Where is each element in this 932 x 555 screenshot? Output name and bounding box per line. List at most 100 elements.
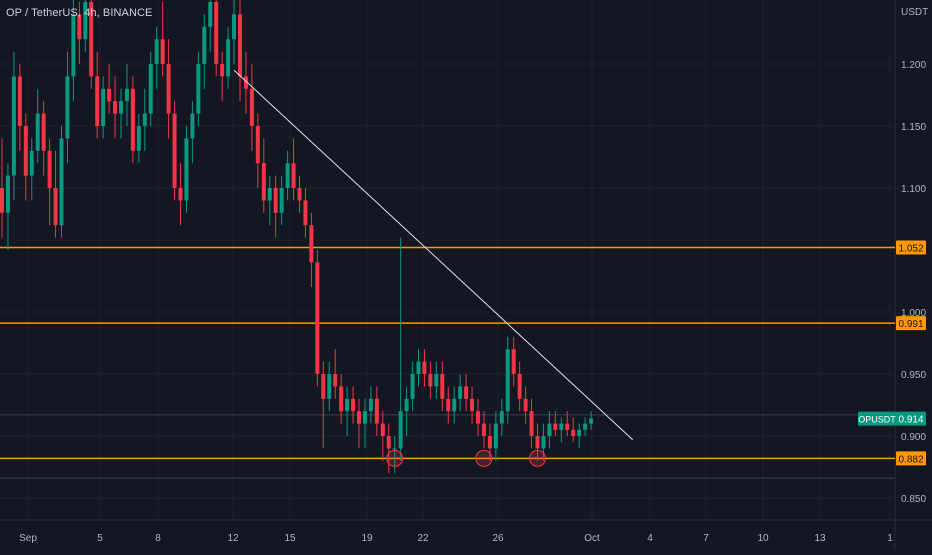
candle-body[interactable] <box>261 163 266 201</box>
candle-body[interactable] <box>410 374 415 399</box>
candle-body[interactable] <box>434 374 439 387</box>
candle-body[interactable] <box>154 39 159 64</box>
low-marker-circle[interactable] <box>529 449 546 467</box>
candle-body[interactable] <box>446 398 451 412</box>
candle-body[interactable] <box>214 2 219 64</box>
candle-body[interactable] <box>458 386 463 399</box>
candle-body[interactable] <box>309 225 314 263</box>
candle-body[interactable] <box>53 188 58 226</box>
candle-body[interactable] <box>178 188 183 201</box>
candle-body[interactable] <box>59 138 64 226</box>
candle-body[interactable] <box>481 423 486 436</box>
candle-body[interactable] <box>148 64 153 114</box>
candle-body[interactable] <box>303 200 308 226</box>
low-marker-circle[interactable] <box>475 449 493 467</box>
candle-body[interactable] <box>386 436 391 449</box>
low-marker-circle[interactable] <box>386 449 404 467</box>
candle-body[interactable] <box>273 188 278 213</box>
candle-body[interactable] <box>238 14 242 77</box>
candle-body[interactable] <box>23 126 28 176</box>
candle-body[interactable] <box>374 398 379 424</box>
candle-body[interactable] <box>0 188 4 213</box>
candle-body[interactable] <box>136 126 141 151</box>
trend-line[interactable] <box>233 69 634 441</box>
candle-body[interactable] <box>404 398 409 412</box>
candle-body[interactable] <box>196 64 201 114</box>
candle-body[interactable] <box>279 188 284 213</box>
candle-body[interactable] <box>172 113 177 188</box>
candle-body[interactable] <box>83 2 88 40</box>
candle-body[interactable] <box>291 163 296 188</box>
candle-body[interactable] <box>577 429 582 436</box>
candle-body[interactable] <box>422 361 427 374</box>
candle-body[interactable] <box>517 374 522 399</box>
candle-body[interactable] <box>285 163 290 188</box>
candle-body[interactable] <box>95 76 100 126</box>
candle-body[interactable] <box>267 188 272 201</box>
candle-body[interactable] <box>71 14 76 77</box>
candle-body[interactable] <box>41 113 46 151</box>
candle-body[interactable] <box>249 88 254 126</box>
candle-body[interactable] <box>184 138 189 201</box>
candle-body[interactable] <box>493 423 498 449</box>
candle-body[interactable] <box>255 126 260 164</box>
candle-body[interactable] <box>464 386 469 399</box>
candle-body[interactable] <box>124 88 129 102</box>
candle-body[interactable] <box>107 88 112 102</box>
candle-body[interactable] <box>166 64 171 114</box>
candle-body[interactable] <box>243 76 248 89</box>
candle-body[interactable] <box>11 76 16 176</box>
candle-body[interactable] <box>113 101 118 114</box>
candle-body[interactable] <box>119 101 123 114</box>
candle-body[interactable] <box>315 262 320 374</box>
candle-body[interactable] <box>380 423 385 436</box>
candle-body[interactable] <box>77 14 82 40</box>
candle-body[interactable] <box>190 113 195 139</box>
candle-body[interactable] <box>523 398 528 412</box>
candle-body[interactable] <box>440 374 445 399</box>
candle-body[interactable] <box>142 113 147 126</box>
candle-body[interactable] <box>321 374 326 399</box>
candle-body[interactable] <box>583 423 588 430</box>
candle-body[interactable] <box>327 374 332 399</box>
candle-body[interactable] <box>101 88 106 126</box>
candle-body[interactable] <box>351 398 356 412</box>
candle-body[interactable] <box>297 188 302 201</box>
candle-body[interactable] <box>65 76 70 139</box>
candle-body[interactable] <box>470 398 475 412</box>
candle-body[interactable] <box>428 374 433 387</box>
candle-body[interactable] <box>362 411 367 424</box>
candle-body[interactable] <box>589 418 594 424</box>
candle-body[interactable] <box>547 423 552 436</box>
candle-body[interactable] <box>505 349 510 412</box>
candle-body[interactable] <box>202 26 207 64</box>
candle-body[interactable] <box>452 398 457 412</box>
candle-body[interactable] <box>553 423 558 430</box>
candle-body[interactable] <box>29 150 34 176</box>
candle-body[interactable] <box>499 411 504 424</box>
candle-body[interactable] <box>208 2 213 27</box>
candle-body[interactable] <box>333 374 338 387</box>
candle-body[interactable] <box>226 39 231 77</box>
candle-body[interactable] <box>35 113 40 151</box>
candle-body[interactable] <box>89 2 94 77</box>
candle-body[interactable] <box>345 398 350 412</box>
candle-body[interactable] <box>535 436 540 449</box>
candle-body[interactable] <box>565 423 570 430</box>
candle-body[interactable] <box>130 88 135 151</box>
candle-body[interactable] <box>571 429 576 436</box>
candle-body[interactable] <box>357 411 361 424</box>
candle-body[interactable] <box>160 39 165 64</box>
candle-body[interactable] <box>17 76 22 126</box>
candle-body[interactable] <box>220 64 225 77</box>
candle-body[interactable] <box>392 448 397 450</box>
candle-body[interactable] <box>476 411 480 424</box>
candle-body[interactable] <box>232 14 237 40</box>
candle-body[interactable] <box>5 175 10 213</box>
candle-body[interactable] <box>47 150 52 188</box>
candle-body[interactable] <box>368 398 373 412</box>
candle-body[interactable] <box>416 361 421 374</box>
candle-body[interactable] <box>541 436 546 449</box>
